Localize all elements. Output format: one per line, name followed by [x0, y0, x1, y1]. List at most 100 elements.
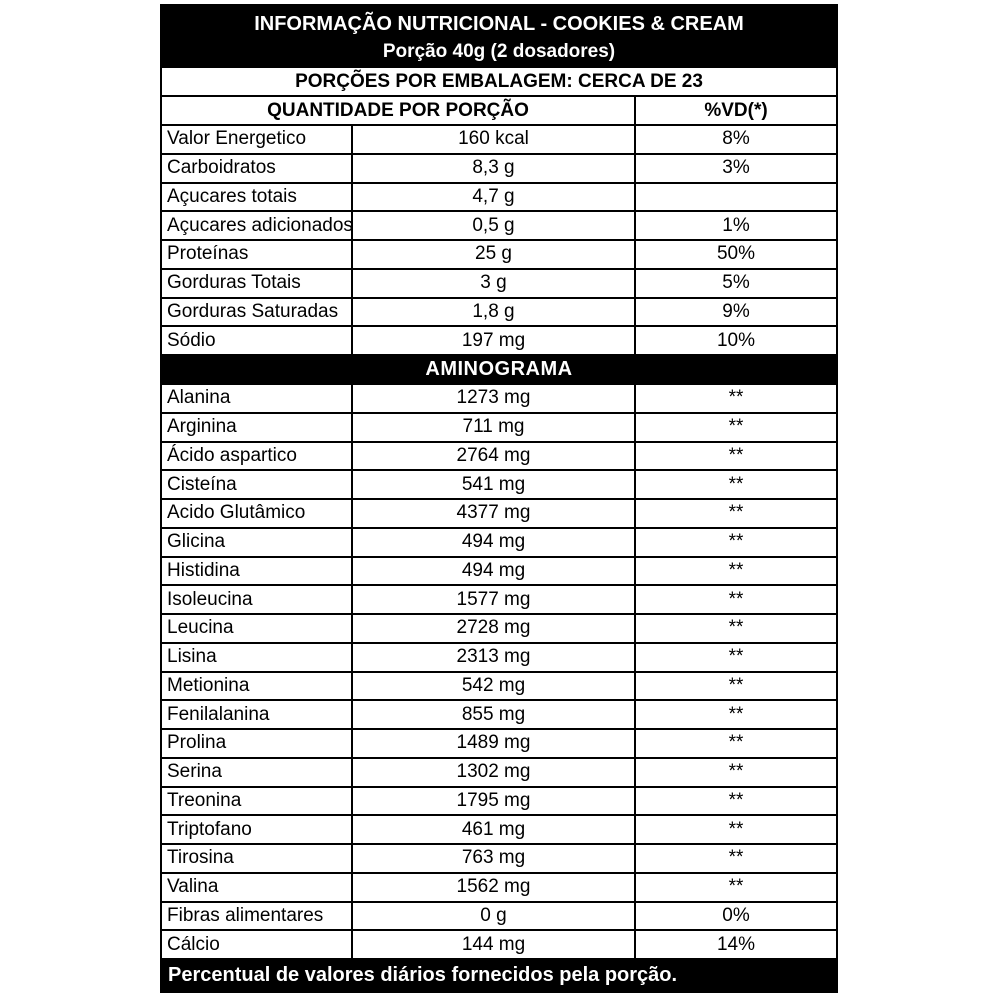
- nutrient-dv-cell: [634, 181, 838, 213]
- table-row: Cisteína 541 mg **: [160, 469, 838, 500]
- table-row: Serina 1302 mg **: [160, 756, 838, 788]
- nutrient-dv-cell: 8%: [634, 124, 838, 155]
- nutrient-name-cell: Carboidratos: [160, 152, 353, 184]
- nutrient-name-cell: Gorduras Saturadas: [160, 296, 353, 328]
- nutrient-dv-cell: **: [634, 555, 838, 587]
- table-row: Glicina 494 mg **: [160, 526, 838, 558]
- nutrient-amount-cell: 0 g: [351, 900, 636, 932]
- nutrient-name-cell: Cisteína: [160, 469, 353, 500]
- nutrient-dv-cell: 5%: [634, 267, 838, 299]
- nutrient-dv-cell: 0%: [634, 900, 838, 932]
- nutrient-dv-cell: **: [634, 699, 838, 730]
- column-header-row: QUANTIDADE POR PORÇÃO %VD(*): [160, 95, 838, 126]
- nutrient-amount-cell: 4,7 g: [351, 181, 636, 213]
- nutrient-amount-cell: 711 mg: [351, 411, 636, 443]
- nutrient-amount-cell: 541 mg: [351, 469, 636, 500]
- table-header-section: INFORMAÇÃO NUTRICIONAL - COOKIES & CREAM…: [160, 4, 838, 126]
- aminogram-section-title: AMINOGRAMA: [160, 354, 838, 385]
- nutrient-name-cell: Gorduras Totais: [160, 267, 353, 299]
- nutrient-amount-cell: 542 mg: [351, 670, 636, 702]
- nutrient-amount-cell: 1273 mg: [351, 383, 636, 414]
- nutrient-name-cell: Glicina: [160, 526, 353, 558]
- nutrient-dv-cell: **: [634, 843, 838, 874]
- nutrient-name-cell: Açucares totais: [160, 181, 353, 213]
- title-banner-row: INFORMAÇÃO NUTRICIONAL - COOKIES & CREAM…: [160, 4, 838, 68]
- nutrient-name-cell: Treonina: [160, 785, 353, 817]
- table-row: Fenilalanina 855 mg **: [160, 699, 838, 730]
- nutrient-dv-cell: **: [634, 814, 838, 845]
- table-row: Treonina 1795 mg **: [160, 785, 838, 817]
- table-row: Triptofano 461 mg **: [160, 814, 838, 845]
- nutrient-name-cell: Triptofano: [160, 814, 353, 845]
- nutrient-dv-cell: 10%: [634, 325, 838, 356]
- nutrient-amount-cell: 855 mg: [351, 699, 636, 730]
- table-row: Sódio 197 mg 10%: [160, 325, 838, 356]
- nutrient-name-cell: Valor Energetico: [160, 124, 353, 155]
- label-title: INFORMAÇÃO NUTRICIONAL - COOKIES & CREAM: [254, 12, 744, 35]
- nutrient-amount-cell: 160 kcal: [351, 124, 636, 155]
- nutrient-amount-cell: 25 g: [351, 239, 636, 270]
- nutrient-dv-cell: **: [634, 785, 838, 817]
- nutrient-amount-cell: 4377 mg: [351, 498, 636, 529]
- nutrient-name-cell: Metionina: [160, 670, 353, 702]
- nutrient-name-cell: Ácido aspartico: [160, 440, 353, 472]
- nutrient-amount-cell: 2313 mg: [351, 641, 636, 673]
- table-row: Carboidratos 8,3 g 3%: [160, 152, 838, 184]
- nutrient-name-cell: Alanina: [160, 383, 353, 414]
- aminogram-banner-section: AMINOGRAMA: [160, 354, 838, 385]
- table-row: Valor Energetico 160 kcal 8%: [160, 124, 838, 155]
- quantity-column-header: QUANTIDADE POR PORÇÃO: [160, 95, 636, 126]
- portion-size: Porção 40g (2 dosadores): [382, 40, 616, 62]
- table-row: Valina 1562 mg **: [160, 871, 838, 903]
- nutrient-dv-cell: **: [634, 411, 838, 443]
- nutrient-name-cell: Fenilalanina: [160, 699, 353, 730]
- nutrient-name-cell: Tirosina: [160, 843, 353, 874]
- table-row: Isoleucina 1577 mg **: [160, 584, 838, 615]
- nutrient-name-cell: Açucares adicionados: [160, 210, 353, 241]
- table-row: Gorduras Saturadas 1,8 g 9%: [160, 296, 838, 328]
- nutrient-dv-cell: **: [634, 670, 838, 702]
- nutrient-dv-cell: **: [634, 584, 838, 615]
- table-row: Açucares totais 4,7 g: [160, 181, 838, 213]
- table-row: Metionina 542 mg **: [160, 670, 838, 702]
- nutrient-amount-cell: 1489 mg: [351, 728, 636, 759]
- footer-row: Percentual de valores diários fornecidos…: [160, 958, 838, 993]
- nutrient-amount-cell: 763 mg: [351, 843, 636, 874]
- daily-value-footnote: Percentual de valores diários fornecidos…: [160, 958, 838, 993]
- nutrient-name-cell: Arginina: [160, 411, 353, 443]
- title-banner: INFORMAÇÃO NUTRICIONAL - COOKIES & CREAM…: [160, 4, 838, 68]
- nutrient-dv-cell: **: [634, 526, 838, 558]
- table-footer-section: Percentual de valores diários fornecidos…: [160, 958, 838, 993]
- nutrient-name-cell: Fibras alimentares: [160, 900, 353, 932]
- nutrient-amount-cell: 2764 mg: [351, 440, 636, 472]
- aminogram-rows-section: Alanina 1273 mg ** Arginina 711 mg ** Ác…: [160, 383, 838, 960]
- nutrient-name-cell: Leucina: [160, 613, 353, 644]
- table-row: Fibras alimentares 0 g 0%: [160, 900, 838, 932]
- table-row: Histidina 494 mg **: [160, 555, 838, 587]
- nutrient-amount-cell: 461 mg: [351, 814, 636, 845]
- nutrient-name-cell: Histidina: [160, 555, 353, 587]
- nutrient-amount-cell: 494 mg: [351, 526, 636, 558]
- nutrient-amount-cell: 2728 mg: [351, 613, 636, 644]
- nutrient-amount-cell: 8,3 g: [351, 152, 636, 184]
- servings-row: PORÇÕES POR EMBALAGEM: CERCA DE 23: [160, 66, 838, 97]
- table-row: Cálcio 144 mg 14%: [160, 929, 838, 960]
- nutrition-rows-section: Valor Energetico 160 kcal 8% Carboidrato…: [160, 124, 838, 356]
- nutrient-dv-cell: 9%: [634, 296, 838, 328]
- nutrient-amount-cell: 197 mg: [351, 325, 636, 356]
- nutrient-amount-cell: 3 g: [351, 267, 636, 299]
- nutrient-name-cell: Serina: [160, 756, 353, 788]
- nutrient-name-cell: Isoleucina: [160, 584, 353, 615]
- nutrient-amount-cell: 1562 mg: [351, 871, 636, 903]
- daily-value-column-header: %VD(*): [634, 95, 838, 126]
- aminogram-banner-row: AMINOGRAMA: [160, 354, 838, 385]
- nutrient-name-cell: Proteínas: [160, 239, 353, 270]
- nutrient-amount-cell: 1302 mg: [351, 756, 636, 788]
- nutrient-dv-cell: 1%: [634, 210, 838, 241]
- table-row: Alanina 1273 mg **: [160, 383, 838, 414]
- nutrient-dv-cell: 14%: [634, 929, 838, 960]
- nutrient-dv-cell: **: [634, 383, 838, 414]
- table-row: Acido Glutâmico 4377 mg **: [160, 498, 838, 529]
- nutrient-amount-cell: 0,5 g: [351, 210, 636, 241]
- nutrition-facts-table: INFORMAÇÃO NUTRICIONAL - COOKIES & CREAM…: [160, 4, 838, 993]
